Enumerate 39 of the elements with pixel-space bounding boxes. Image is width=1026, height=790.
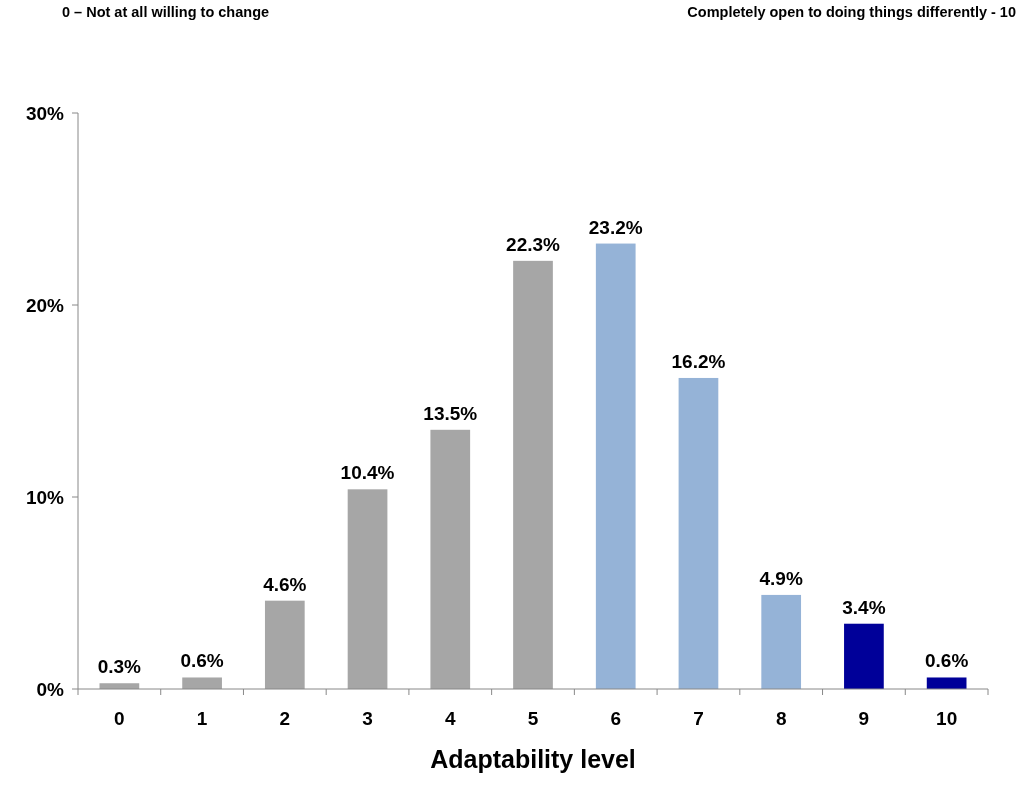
- x-tick-label: 1: [196, 708, 208, 729]
- text: 0 – Not at all willing to change: [62, 4, 270, 20]
- x-tick-label: 5: [527, 708, 539, 729]
- data-label: 0.6%: [924, 650, 969, 672]
- y-tick-label: 10%: [25, 486, 65, 508]
- bar: [182, 677, 222, 689]
- x-tick-label: 9: [858, 708, 870, 729]
- data-label: 10.4%: [340, 462, 395, 484]
- y-tick-label: 20%: [25, 294, 65, 316]
- data-label: 23.2%: [588, 216, 643, 238]
- data-label: 0.6%: [180, 650, 224, 672]
- data-label: 13.5%: [423, 402, 478, 424]
- bar: [430, 429, 471, 689]
- data-label: 4.9%: [759, 567, 803, 589]
- x-tick-label: 0: [114, 708, 125, 729]
- x-tick-label: 4: [444, 708, 456, 729]
- text: Completely open to doing things differently - 10: [687, 4, 1016, 20]
- bar: [844, 623, 884, 689]
- data-label: 0.3%: [97, 656, 142, 678]
- data-label: 22.3%: [506, 233, 561, 255]
- bar: [595, 243, 636, 689]
- x-tick-label: 7: [693, 708, 704, 729]
- x-tick-label: 2: [279, 708, 291, 729]
- y-tick-label: 30%: [25, 102, 65, 124]
- data-label: 3.4%: [842, 596, 886, 618]
- data-label: 16.2%: [671, 350, 726, 372]
- bar: [347, 489, 388, 689]
- bar: [513, 260, 553, 689]
- data-label: 4.6%: [263, 573, 307, 595]
- x-tick-label: 3: [362, 708, 373, 729]
- bar: [926, 677, 967, 689]
- bar: [761, 594, 802, 689]
- x-tick-label: 8: [775, 708, 787, 729]
- x-tick-label: 6: [610, 708, 622, 729]
- x-tick-label: 10: [936, 708, 958, 729]
- x-axis-title: Adaptability level: [430, 745, 636, 773]
- y-tick-label: 0%: [36, 678, 65, 700]
- bar: [264, 600, 305, 689]
- bar: [678, 377, 719, 689]
